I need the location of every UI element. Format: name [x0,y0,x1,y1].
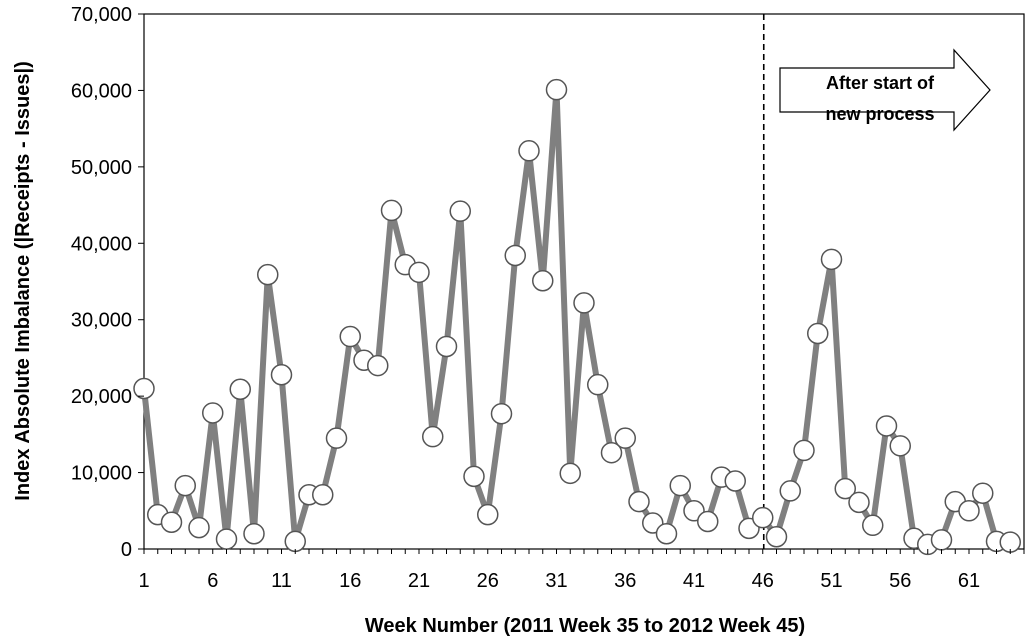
data-point [807,322,829,345]
data-point [820,248,843,271]
y-axis-ticks: 0 10,000 20,000 30,000 40,000 50,000 60,000 70,… [71,4,144,561]
data-point [518,140,540,162]
data-point [284,530,306,553]
data-point [160,511,183,533]
data-point [587,373,609,396]
data-point [972,482,994,504]
data-point [600,441,623,464]
data-point [889,435,911,457]
y-axis-title: Index Absolute Imbalance (|Receipts - Is… [12,61,34,500]
x-tick-label: 11 [271,570,292,592]
x-tick-label: 21 [408,570,430,592]
data-point [697,510,719,533]
x-axis-title: Week Number (2011 Week 35 to 2012 Week 4… [365,615,805,637]
y-tick-label: 60,000 [71,80,132,102]
data-point [958,500,980,522]
data-point [339,325,361,348]
data-point [793,439,815,462]
x-tick-label: 51 [820,570,842,592]
data-point [559,462,581,485]
annotation-callout: After start of new process [779,48,991,132]
data-point [422,425,444,448]
data-point [257,263,279,286]
data-point [752,506,774,529]
annotation-line1: After start of [826,73,935,93]
x-tick-label: 41 [683,570,705,592]
y-tick-label: 20,000 [71,386,132,408]
data-point [765,526,788,548]
y-tick-label: 10,000 [71,463,132,485]
data-point [188,516,210,539]
data-point [545,78,568,101]
data-point [614,427,636,449]
x-tick-label: 6 [207,570,218,592]
data-point [270,363,293,386]
data-point [449,200,471,222]
y-tick-label: 30,000 [71,310,132,332]
data-point [435,335,458,358]
data-point [532,269,554,292]
x-tick-label: 26 [477,570,499,592]
x-tick-label: 46 [752,570,774,592]
x-tick-label: 1 [138,570,149,592]
x-axis-ticks: 1 6 11 16 21 26 31 36 41 46 51 56 61 [138,549,1025,592]
callout-arrow-shape [779,48,991,132]
data-point [655,522,678,545]
data-point [930,529,953,551]
data-point [504,244,526,267]
y-tick-label: 50,000 [71,157,132,179]
data-point [215,528,238,550]
data-point [325,427,348,449]
data-point [628,490,650,513]
y-tick-label: 0 [121,539,132,561]
data-point [174,474,196,497]
data-point [243,522,265,545]
data-point [133,377,155,400]
series-layer [133,78,1021,556]
x-tick-label: 36 [614,570,636,592]
data-point [312,483,334,506]
y-tick-label: 40,000 [71,233,132,255]
data-point [848,491,870,514]
data-point [408,261,430,284]
data-point [490,402,513,425]
data-point [573,292,595,314]
data-point [380,199,403,222]
data-point [202,402,224,424]
x-tick-label: 16 [339,570,361,592]
data-point [463,465,485,488]
data-point [229,378,251,401]
y-tick-label: 70,000 [71,4,132,26]
annotation-line2: new process [825,104,934,124]
series-line [141,86,1011,548]
x-tick-label: 61 [958,570,980,592]
data-point [862,514,884,537]
x-tick-label: 56 [889,570,911,592]
data-point [669,474,691,497]
data-point [477,503,499,526]
data-point [779,480,801,502]
data-point [834,477,856,500]
x-tick-label: 31 [545,570,567,592]
data-point [367,354,389,377]
data-point [724,470,746,492]
data-point [875,415,898,437]
